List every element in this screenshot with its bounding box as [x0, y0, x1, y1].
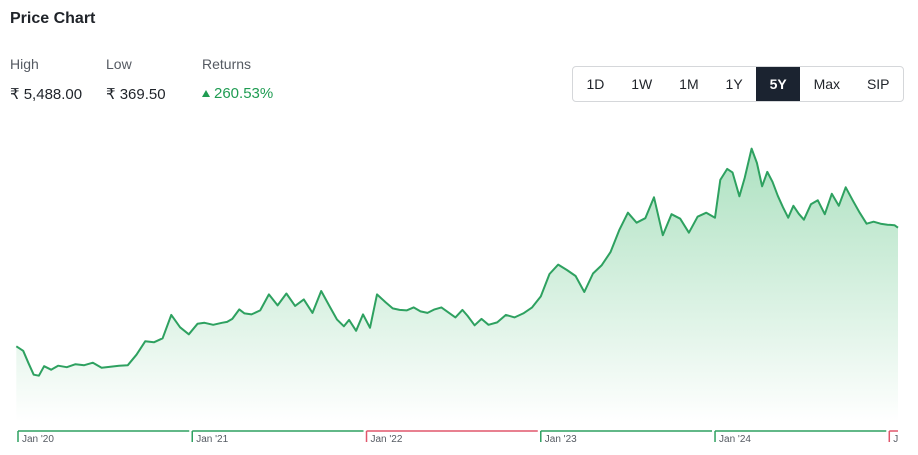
price-series-line [15, 147, 899, 377]
triangle-up-icon [202, 90, 210, 97]
range-tab-max[interactable]: Max [813, 76, 841, 92]
price-stats: High ₹ 5,488.00 Low ₹ 369.50 Returns 260… [10, 56, 293, 103]
range-tab-1w[interactable]: 1W [631, 76, 653, 92]
stat-low-label: Low [106, 56, 132, 72]
page-title: Price Chart [10, 10, 96, 27]
x-tick-label: J [893, 434, 898, 445]
range-tab-1m[interactable]: 1M [679, 76, 699, 92]
range-tab-5y[interactable]: 5Y [756, 67, 801, 101]
stat-returns-row: 260.53% [202, 85, 273, 102]
x-tick-label: Jan '20 [22, 434, 54, 445]
stat-returns: Returns 260.53% [202, 56, 273, 103]
range-selector: 1D 1W 1M 1Y 5Y Max SIP [572, 66, 904, 102]
stat-returns-value: 260.53% [214, 85, 274, 102]
stat-returns-label: Returns [202, 56, 252, 72]
x-tick-label: Jan '23 [545, 434, 577, 445]
x-tick-label: Jan '21 [196, 434, 228, 445]
stat-high-value: ₹ 5,488.00 [10, 86, 83, 103]
range-tab-1y[interactable]: 1Y [725, 76, 743, 92]
x-tick-label: Jan '24 [719, 434, 751, 445]
stat-high: High ₹ 5,488.00 [10, 56, 86, 103]
stat-high-label: High [10, 56, 39, 72]
price-area-fill [16, 148, 899, 422]
x-tick-label: Jan '22 [371, 434, 403, 445]
range-tab-1d[interactable]: 1D [586, 76, 605, 92]
range-tab-sip[interactable]: SIP [866, 76, 890, 92]
stat-low: Low ₹ 369.50 [106, 56, 182, 103]
stat-low-value: ₹ 369.50 [106, 86, 166, 103]
